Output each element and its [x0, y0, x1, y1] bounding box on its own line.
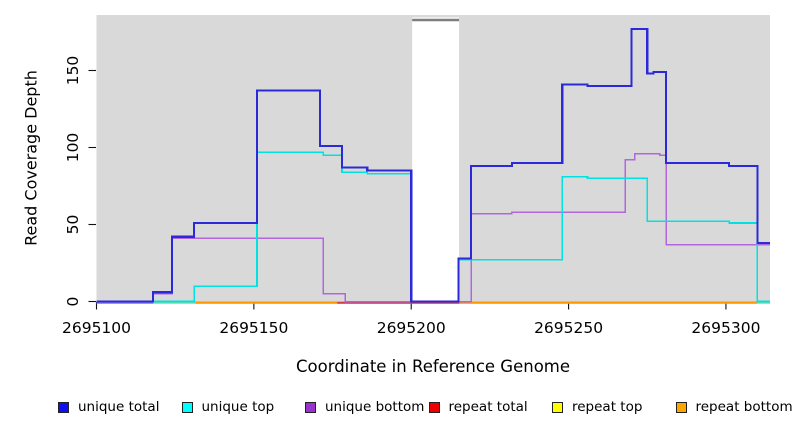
legend-label: unique total	[78, 399, 160, 415]
unique-top-swatch	[181, 401, 193, 413]
legend-label: repeat total	[448, 399, 528, 415]
legend-item-unique-bottom: unique bottom	[305, 399, 429, 415]
legend-item-repeat-top: repeat top	[552, 399, 676, 415]
axis-tick-labels: 2695100 2695150 2695200 2695250 2695300 0 50 10…	[62, 56, 760, 337]
zero-line-segment	[756, 301, 770, 304]
legend-item-repeat-total: repeat total	[428, 399, 553, 415]
y-tick-label: 0	[64, 297, 82, 307]
unique-total-swatch	[58, 401, 69, 413]
legend-item-unique-top: unique top	[181, 399, 306, 415]
zero-line-segment	[96, 301, 154, 304]
x-axis-title: Coordinate in Reference Genome	[295, 357, 571, 376]
x-tick-label: 2695300	[691, 319, 760, 337]
legend-label: repeat top	[572, 399, 643, 415]
repeat-top-swatch	[552, 401, 563, 413]
series-unique-total	[96, 27, 770, 303]
zero-line-segment	[153, 301, 196, 304]
repeat-total-swatch	[428, 401, 440, 413]
x-tick-label: 2695100	[62, 319, 131, 337]
unique-bottom-swatch	[305, 401, 316, 413]
y-axis-title: Read Coverage Depth	[21, 70, 41, 246]
legend-label: unique bottom	[325, 399, 425, 415]
y-tick-label: 50	[64, 215, 82, 235]
legend-label: unique top	[201, 399, 275, 415]
legend-item-repeat-bottom: repeat bottom	[675, 399, 792, 415]
y-tick-label: 100	[64, 133, 82, 163]
zero-line-segment	[195, 301, 338, 304]
zero-line-segment	[459, 301, 757, 304]
legend-item-unique-total: unique total	[58, 399, 182, 415]
y-tick-label: 150	[64, 56, 82, 86]
legend-label: repeat bottom	[695, 399, 792, 415]
zero-line-segment	[337, 301, 460, 304]
chart-legend: unique total unique top unique bottom re…	[58, 399, 792, 415]
masked-region	[412, 17, 460, 302]
x-tick-label: 2695200	[377, 319, 446, 337]
repeat-bottom-swatch	[675, 401, 687, 413]
x-tick-label: 2695250	[534, 319, 603, 337]
x-tick-label: 2695150	[219, 319, 288, 337]
